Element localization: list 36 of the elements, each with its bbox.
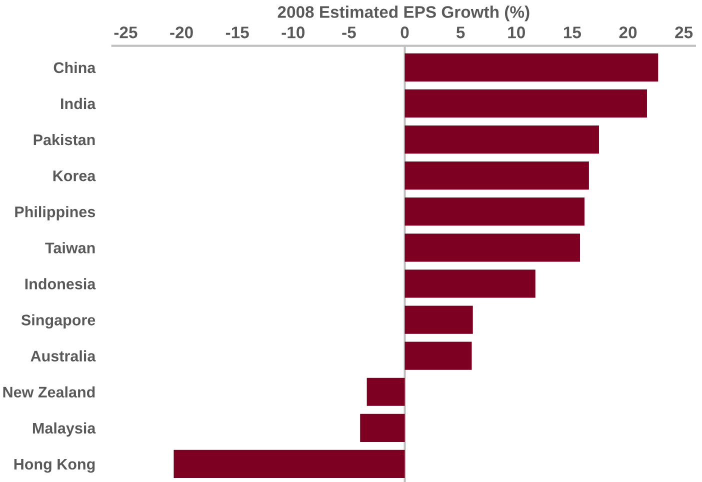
bar	[404, 125, 599, 154]
x-tick-label: 25	[675, 26, 693, 38]
x-tick-label: 10	[508, 26, 525, 38]
x-tick-label: -25	[114, 26, 138, 38]
y-tick-label: Australia	[30, 350, 96, 362]
x-tick-label: 20	[619, 26, 637, 38]
bar	[404, 89, 647, 118]
y-tick-label: Philippines	[15, 206, 96, 220]
bar	[404, 306, 473, 334]
bar	[360, 414, 405, 442]
y-tick-label: India	[61, 98, 96, 110]
y-tick-label: Hong Kong	[14, 458, 95, 473]
x-tick-label: -15	[226, 26, 249, 38]
y-tick-label: Taiwan	[45, 242, 95, 254]
x-axis-title: 2008 Estimated EPS Growth (%)	[278, 6, 530, 22]
x-tick-label: -5	[342, 26, 356, 38]
x-tick-label: 0	[400, 26, 409, 38]
bar	[366, 378, 405, 406]
y-tick-label: Korea	[53, 170, 96, 182]
y-tick-label: Indonesia	[25, 278, 96, 290]
bar	[404, 342, 472, 370]
y-tick-label: Pakistan	[34, 134, 95, 146]
bar	[404, 234, 580, 262]
bar	[404, 270, 536, 298]
bar	[404, 53, 658, 82]
y-tick-label: China	[54, 62, 96, 74]
bar	[174, 450, 405, 478]
x-tick-label: -20	[170, 26, 193, 38]
x-tick-label: 5	[456, 26, 465, 38]
bar	[404, 198, 584, 226]
bar	[404, 162, 589, 190]
y-tick-label: Malaysia	[32, 422, 96, 437]
y-tick-label: Singapore	[21, 314, 96, 329]
x-tick-label: 15	[564, 26, 582, 38]
x-tick-label: -10	[282, 26, 305, 38]
y-tick-label: New Zealand	[3, 386, 95, 398]
